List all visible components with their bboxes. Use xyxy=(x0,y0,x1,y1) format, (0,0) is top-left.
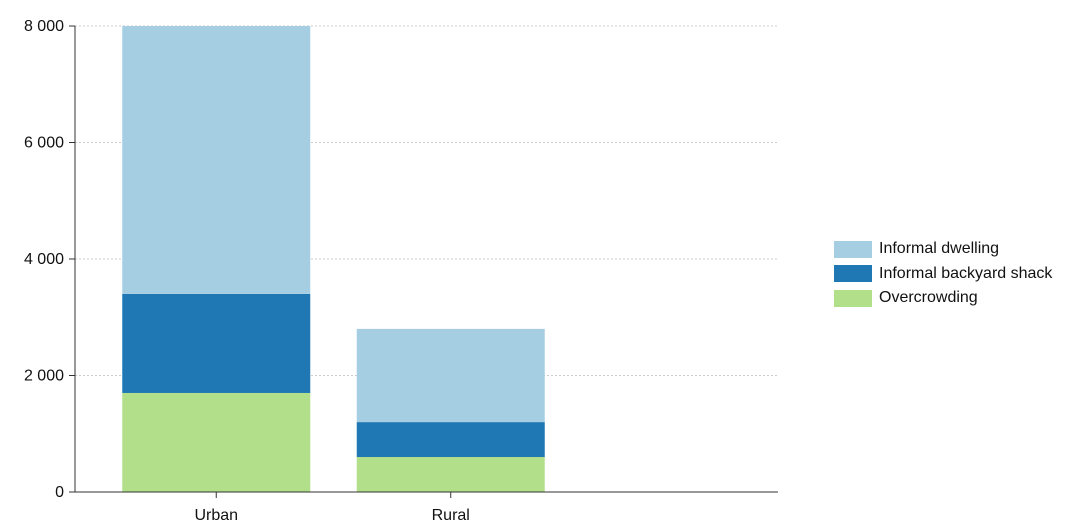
y-tick-label: 4 000 xyxy=(24,251,64,268)
bar-urban-informal-dwelling xyxy=(122,26,311,294)
y-tick-label: 6 000 xyxy=(24,135,64,152)
legend: Informal dwelling Informal backyard shac… xyxy=(834,237,1052,311)
bar-rural-informal-dwelling xyxy=(356,328,545,423)
y-tick-label: 8 000 xyxy=(24,18,64,35)
x-tick-label-rural: Rural xyxy=(432,507,470,520)
bar-rural-overcrowding xyxy=(356,457,545,492)
bars xyxy=(122,26,545,492)
legend-item-overcrowding: Overcrowding xyxy=(834,286,1052,311)
legend-item-informal-dwelling: Informal dwelling xyxy=(834,237,1052,262)
legend-swatch-informal-dwelling xyxy=(834,240,872,258)
x-tick-label-urban: Urban xyxy=(194,507,238,520)
legend-label-overcrowding: Overcrowding xyxy=(879,289,978,307)
legend-label-informal-backyard-shack: Informal backyard shack xyxy=(879,264,1053,282)
y-tick-label: 0 xyxy=(55,484,64,501)
legend-swatch-informal-backyard-shack xyxy=(834,265,872,283)
bar-urban-overcrowding xyxy=(122,392,311,492)
legend-item-informal-backyard-shack: Informal backyard shack xyxy=(834,262,1052,287)
y-tick-label: 2 000 xyxy=(24,368,64,385)
bar-urban-informal-backyard-shack xyxy=(122,293,311,393)
bar-rural-informal-backyard-shack xyxy=(356,422,545,458)
legend-label-informal-dwelling: Informal dwelling xyxy=(879,240,1000,258)
x-axis-ticks: Urban Rural xyxy=(194,492,470,520)
legend-swatch-overcrowding xyxy=(834,289,872,307)
y-axis-ticks: 0 2 000 4 000 6 000 8 000 xyxy=(24,18,75,501)
